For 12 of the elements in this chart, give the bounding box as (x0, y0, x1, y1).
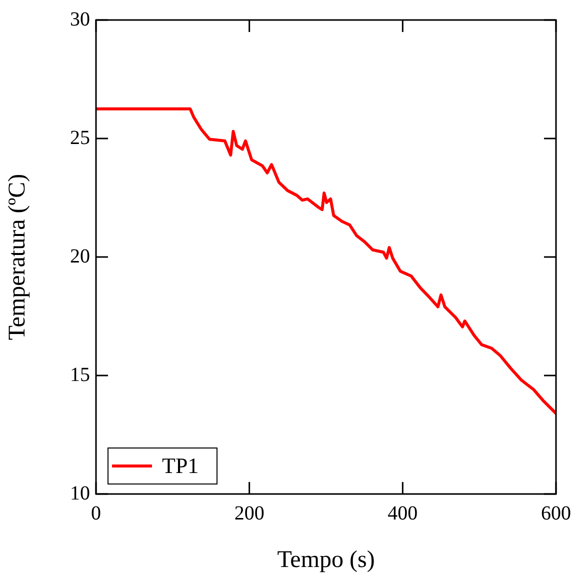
y-axis-title: Temperatura (ºC) (4, 174, 31, 340)
y-tick-label: 20 (70, 245, 90, 268)
x-tick-label: 400 (388, 502, 418, 524)
y-tick-label: 15 (70, 364, 90, 386)
x-axis-title: Tempo (s) (277, 546, 375, 573)
legend-label: TP1 (162, 452, 199, 478)
y-tick-label: 25 (70, 126, 90, 149)
x-tick-label: 600 (541, 502, 571, 524)
x-tick-label: 200 (234, 502, 264, 524)
y-tick-label: 30 (70, 8, 90, 30)
x-tick-label: 0 (91, 502, 101, 524)
y-tick-label: 10 (70, 482, 90, 504)
